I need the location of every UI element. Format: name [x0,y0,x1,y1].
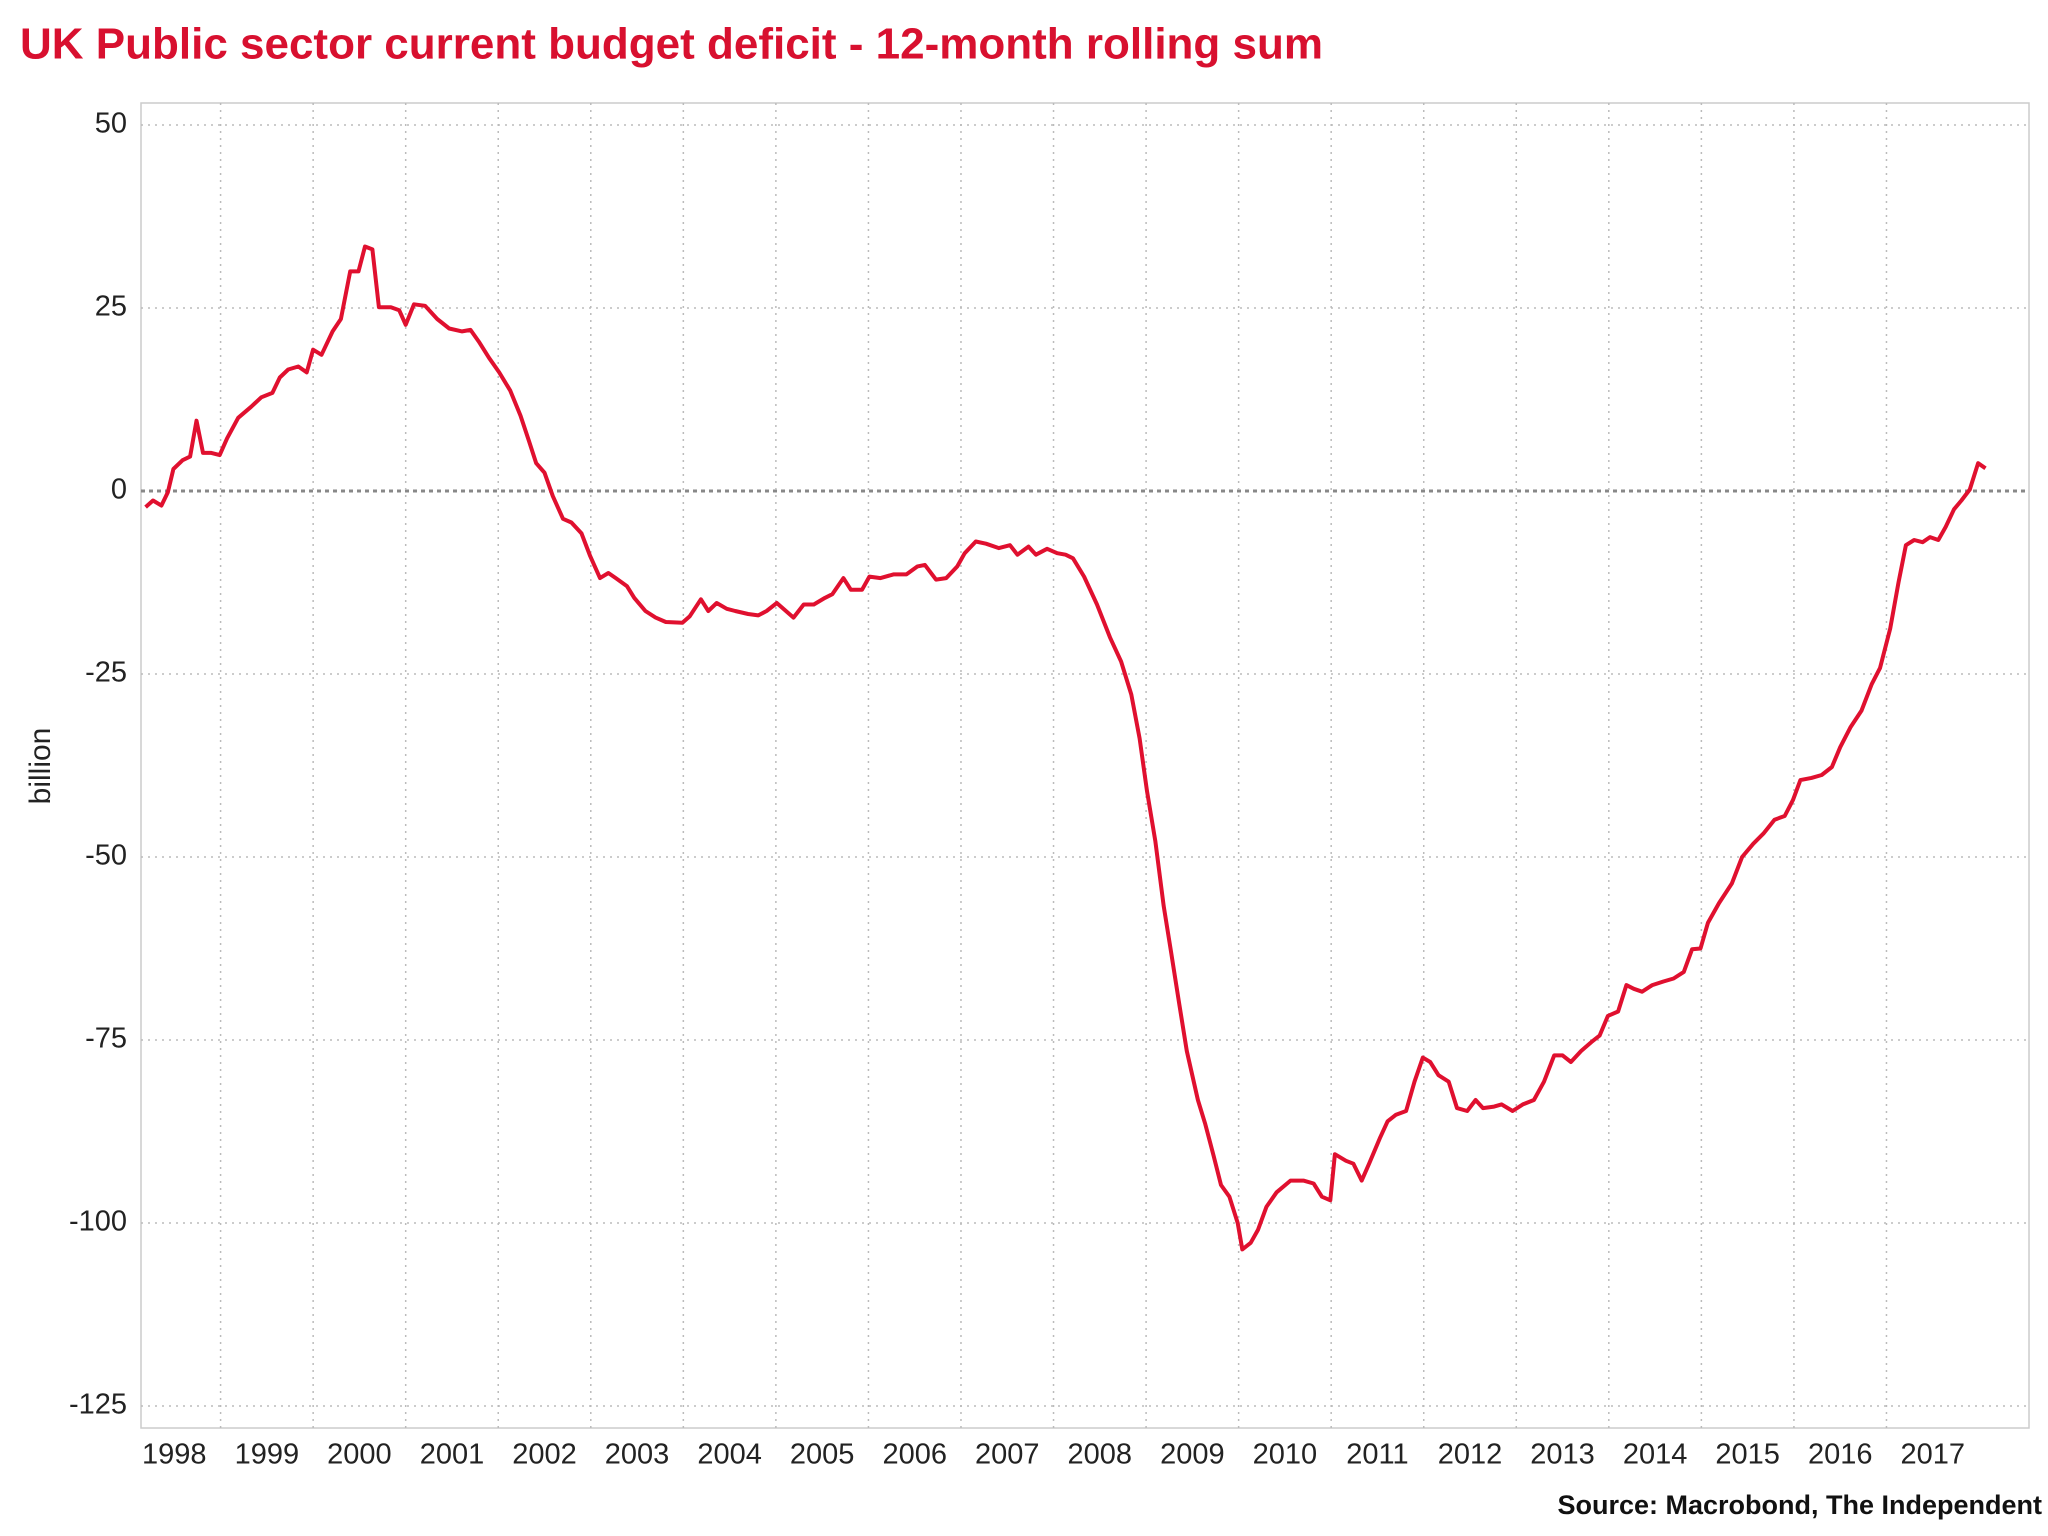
x-tick-label: 2012 [1438,1439,1503,1471]
x-tick-label: 2010 [1253,1439,1318,1471]
x-tick-label: 2009 [1160,1439,1225,1471]
y-tick-label: -75 [85,1023,127,1055]
x-tick-label: 1999 [235,1439,300,1471]
x-tick-label: 2000 [327,1439,392,1471]
y-tick-label: -50 [85,840,127,872]
x-tick-label: 2004 [697,1439,762,1471]
x-tick-label: 2016 [1808,1439,1873,1471]
y-tick-label: -25 [85,657,127,689]
x-tick-label: 2015 [1715,1439,1780,1471]
plot-frame [140,102,2030,1429]
x-tick-label: 2014 [1623,1439,1688,1471]
x-tick-label: 2013 [1530,1439,1595,1471]
y-axis-label: billion [24,728,57,805]
x-tick-label: 2001 [420,1439,485,1471]
y-tick-label: 50 [95,108,127,140]
source-note: Source: Macrobond, The Independent [1557,1490,2042,1520]
y-tick-label: 25 [95,291,127,323]
data-line [144,244,1987,1252]
x-tick-label: 2002 [512,1439,577,1471]
x-tick-label: 2007 [975,1439,1040,1471]
x-tick-label: 2017 [1900,1439,1965,1471]
x-tick-label: 1998 [142,1439,207,1471]
y-tick-label: 0 [111,474,127,506]
x-tick-label: 2008 [1068,1439,1133,1471]
x-tick-label: 2005 [790,1439,855,1471]
x-tick-label: 2011 [1346,1439,1408,1471]
x-tick-label: 2003 [605,1439,670,1471]
x-tick-label: 2006 [882,1439,947,1471]
chart-title: UK Public sector current budget deficit … [20,20,1323,69]
y-tick-label: -125 [69,1389,127,1421]
y-tick-label: -100 [69,1206,127,1238]
